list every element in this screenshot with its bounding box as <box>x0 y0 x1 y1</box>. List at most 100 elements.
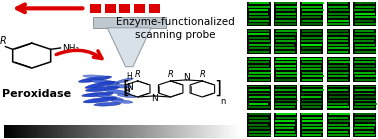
Bar <box>249 72 271 74</box>
Bar <box>327 57 350 82</box>
Bar <box>276 100 297 101</box>
Bar <box>328 16 348 18</box>
Bar <box>328 37 348 39</box>
Text: R: R <box>200 70 205 79</box>
Bar <box>355 13 375 15</box>
Bar <box>301 103 322 105</box>
Bar <box>328 93 349 94</box>
Bar <box>105 4 116 13</box>
Text: Peroxidase: Peroxidase <box>2 89 71 99</box>
Polygon shape <box>93 17 166 28</box>
Bar <box>301 113 322 115</box>
Bar <box>355 113 375 115</box>
Bar <box>275 2 296 4</box>
Bar <box>355 33 376 35</box>
Bar <box>247 29 271 54</box>
Bar <box>327 30 348 32</box>
Bar <box>353 113 376 137</box>
Bar <box>247 2 271 26</box>
Text: ]: ] <box>214 80 221 98</box>
Bar <box>276 117 297 119</box>
Bar <box>328 113 350 115</box>
Bar <box>354 100 376 101</box>
Bar <box>275 65 296 67</box>
Bar <box>301 58 322 60</box>
Bar <box>300 29 324 54</box>
Bar <box>275 20 296 22</box>
Bar <box>248 89 271 91</box>
Bar <box>328 103 348 105</box>
Bar <box>355 103 377 105</box>
Bar <box>249 51 269 53</box>
Bar <box>355 58 376 60</box>
Bar <box>355 127 374 129</box>
Bar <box>328 58 349 60</box>
Bar <box>302 106 321 108</box>
Bar <box>327 106 349 108</box>
Text: n: n <box>221 97 226 106</box>
Bar <box>276 75 297 77</box>
Bar <box>354 9 373 11</box>
Bar <box>353 29 376 54</box>
Bar <box>355 120 376 122</box>
Bar <box>328 72 349 74</box>
Bar <box>355 47 376 49</box>
Bar <box>275 124 295 126</box>
Bar <box>275 134 296 136</box>
Bar <box>302 131 323 133</box>
Bar <box>302 33 322 35</box>
Ellipse shape <box>83 97 117 103</box>
Bar <box>276 68 296 70</box>
Bar <box>275 89 296 91</box>
Bar <box>302 124 322 126</box>
Bar <box>248 75 270 77</box>
Bar <box>328 127 350 129</box>
Bar <box>302 72 323 74</box>
Bar <box>354 72 375 74</box>
Ellipse shape <box>117 94 136 98</box>
Bar <box>276 72 297 74</box>
Bar <box>355 96 376 98</box>
Bar <box>249 47 270 49</box>
Bar <box>328 13 350 15</box>
Bar <box>355 85 376 87</box>
Bar <box>301 51 321 53</box>
Bar <box>274 29 297 54</box>
Bar <box>275 103 296 105</box>
Ellipse shape <box>90 80 119 84</box>
Text: [: [ <box>122 80 129 98</box>
Bar <box>328 44 349 46</box>
Bar <box>302 47 321 49</box>
Ellipse shape <box>85 81 115 88</box>
Bar <box>354 93 374 94</box>
Bar <box>248 93 269 94</box>
Bar <box>354 106 375 108</box>
Bar <box>301 6 322 8</box>
Bar <box>328 134 349 136</box>
Bar <box>276 113 296 115</box>
Bar <box>300 2 324 26</box>
Text: R: R <box>135 70 141 79</box>
Bar <box>247 57 271 82</box>
Bar <box>302 85 324 87</box>
Bar <box>274 57 297 82</box>
Bar <box>354 68 375 70</box>
Bar <box>302 127 322 129</box>
Bar <box>248 58 270 60</box>
Bar <box>327 113 350 137</box>
Bar <box>248 106 270 108</box>
Bar <box>355 65 375 67</box>
Bar <box>275 44 294 46</box>
Bar <box>328 85 349 87</box>
Bar <box>275 61 296 63</box>
Bar <box>328 89 348 91</box>
Bar <box>355 6 375 8</box>
Bar <box>302 117 322 119</box>
Bar <box>134 4 145 13</box>
Text: N: N <box>151 94 158 103</box>
Text: H: H <box>127 72 132 81</box>
Bar <box>329 120 350 122</box>
Bar <box>249 37 269 39</box>
Bar <box>354 131 374 133</box>
Text: Enzyme-functionalized
scanning probe: Enzyme-functionalized scanning probe <box>116 17 235 40</box>
